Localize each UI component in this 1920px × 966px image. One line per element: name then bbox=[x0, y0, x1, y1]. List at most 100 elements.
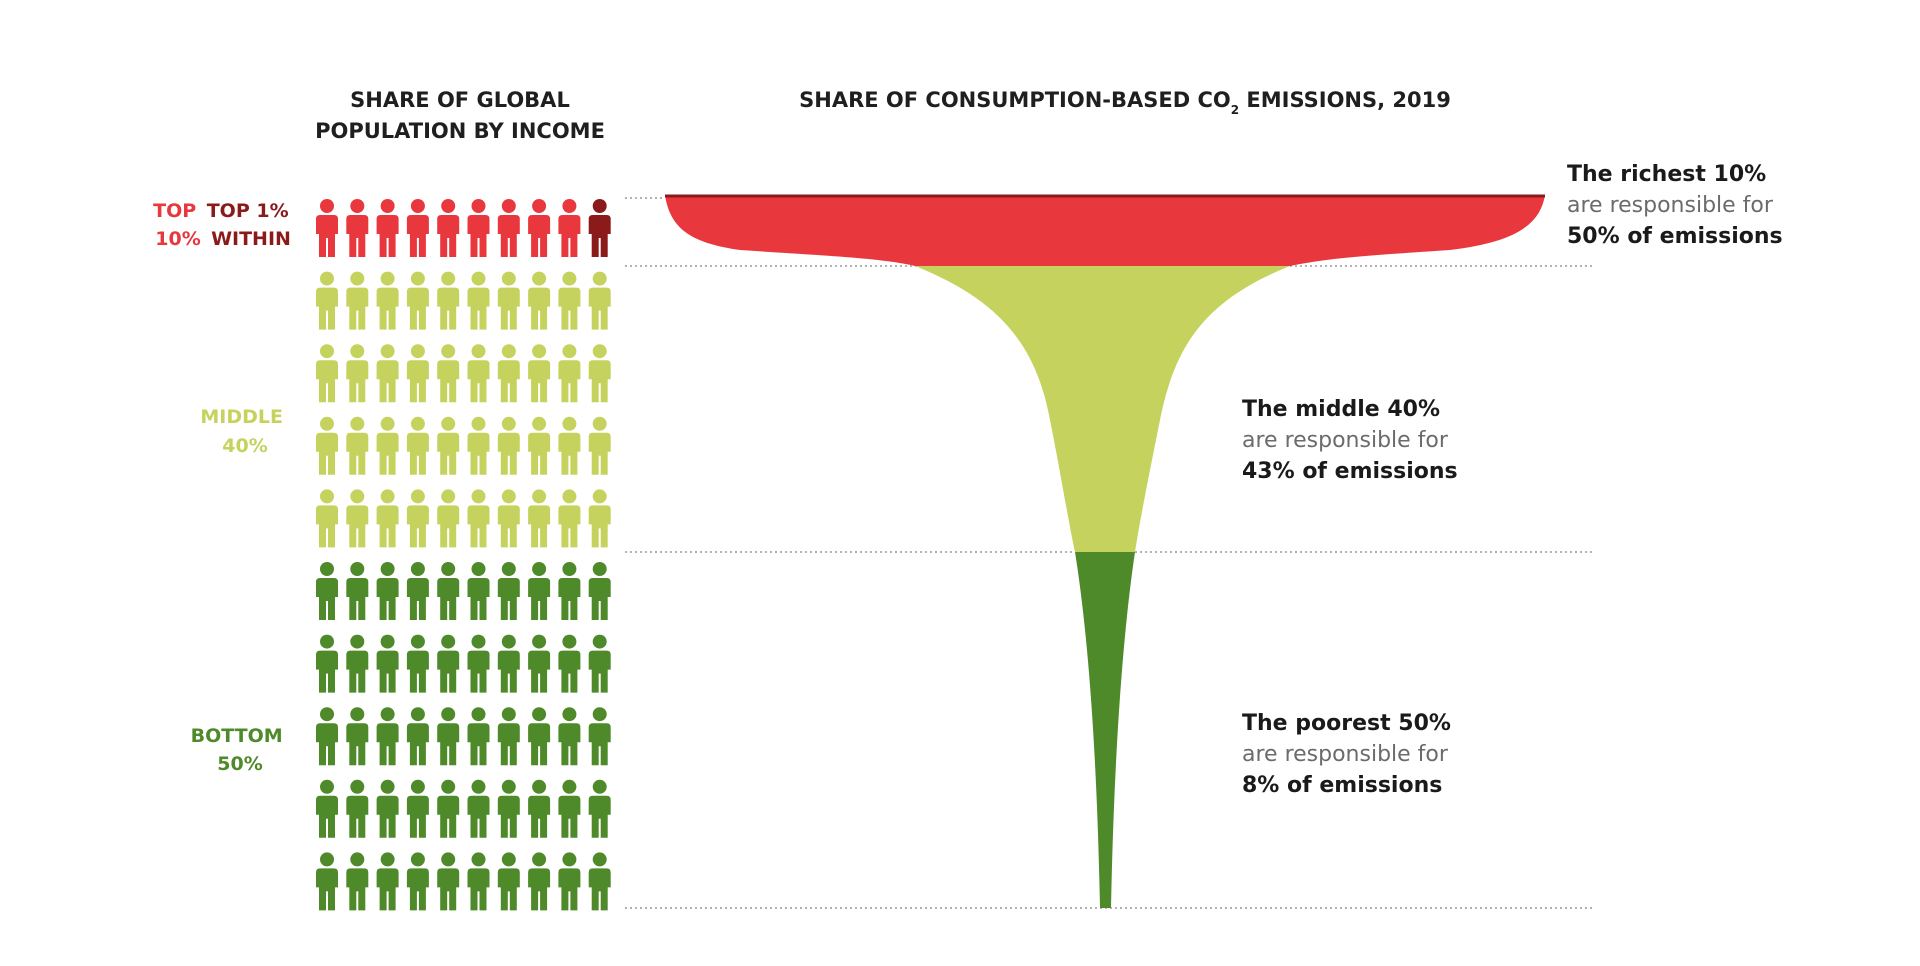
person-icon bbox=[588, 416, 611, 475]
label-top-10-line-1: TOP bbox=[153, 200, 196, 222]
person-icon bbox=[316, 634, 338, 693]
label-top-1-line-1: TOP 1% bbox=[207, 200, 289, 222]
person-icon bbox=[316, 779, 338, 838]
person-icon bbox=[376, 562, 399, 620]
person-icon bbox=[558, 852, 581, 911]
label-middle-line-1: MIDDLE bbox=[200, 406, 283, 428]
person-icon bbox=[376, 852, 399, 911]
person-icon bbox=[406, 707, 429, 766]
person-icon bbox=[346, 344, 369, 403]
person-icon bbox=[528, 199, 551, 257]
label-bottom-line-1: BOTTOM bbox=[191, 725, 283, 747]
person-icon bbox=[467, 562, 490, 620]
annotation-top-line-2: are responsible for bbox=[1567, 193, 1774, 218]
person-icon bbox=[467, 416, 490, 475]
person-icon bbox=[437, 344, 460, 403]
person-icon bbox=[497, 199, 520, 257]
person-icon bbox=[558, 416, 581, 475]
person-icon bbox=[467, 271, 490, 330]
person-icon bbox=[558, 489, 581, 548]
funnel-segment-bottom bbox=[1075, 552, 1135, 908]
person-icon bbox=[346, 416, 369, 475]
person-icon bbox=[406, 562, 429, 620]
label-bottom-line-2: 50% bbox=[217, 753, 262, 775]
annotation-middle-line-2: are responsible for bbox=[1242, 428, 1449, 453]
person-icon bbox=[376, 489, 399, 548]
person-icon bbox=[528, 852, 551, 911]
left-title-line-1: SHARE OF GLOBAL bbox=[350, 88, 570, 112]
person-icon bbox=[467, 344, 490, 403]
person-icon bbox=[376, 344, 399, 403]
person-icon bbox=[558, 707, 581, 766]
annotation-middle-line-1: The middle 40% bbox=[1242, 397, 1440, 422]
person-icon bbox=[437, 271, 460, 330]
person-icon bbox=[437, 852, 460, 911]
person-icon bbox=[558, 271, 581, 330]
person-icon bbox=[467, 779, 490, 838]
person-icon bbox=[528, 779, 551, 838]
annotation-middle-line-3: 43% of emissions bbox=[1242, 459, 1458, 484]
person-icon bbox=[406, 416, 429, 475]
person-icon bbox=[467, 634, 490, 693]
person-icon bbox=[528, 416, 551, 475]
person-icon bbox=[528, 344, 551, 403]
person-icon bbox=[588, 489, 611, 548]
person-icon bbox=[528, 707, 551, 766]
person-icon bbox=[497, 562, 520, 620]
person-icon bbox=[497, 852, 520, 911]
person-icon bbox=[558, 562, 581, 620]
person-icon bbox=[528, 489, 551, 548]
person-icon bbox=[497, 779, 520, 838]
left-title-line-2: POPULATION BY INCOME bbox=[315, 119, 605, 143]
person-icon bbox=[376, 707, 399, 766]
person-icon bbox=[406, 852, 429, 911]
person-icon bbox=[528, 271, 551, 330]
label-bottom-50: BOTTOM 50% bbox=[191, 725, 290, 775]
person-icon bbox=[558, 199, 581, 257]
person-icon bbox=[558, 344, 581, 403]
person-icon bbox=[588, 271, 611, 330]
person-icon bbox=[406, 779, 429, 838]
person-icon bbox=[588, 199, 611, 257]
annotation-bottom: The poorest 50% are responsible for 8% o… bbox=[1242, 711, 1456, 798]
person-icon bbox=[346, 199, 369, 257]
person-icon bbox=[376, 199, 399, 257]
person-icon bbox=[406, 489, 429, 548]
annotation-top: The richest 10% are responsible for 50% … bbox=[1567, 162, 1783, 249]
person-icon bbox=[406, 271, 429, 330]
funnel-segment-middle bbox=[915, 266, 1290, 552]
person-icon bbox=[437, 779, 460, 838]
person-icon bbox=[528, 562, 551, 620]
person-icon bbox=[497, 634, 520, 693]
annotation-bottom-line-2: are responsible for bbox=[1242, 742, 1449, 767]
person-icon bbox=[316, 416, 338, 475]
annotation-bottom-line-1: The poorest 50% bbox=[1242, 711, 1451, 736]
person-icon bbox=[497, 271, 520, 330]
person-icon bbox=[497, 416, 520, 475]
person-icon bbox=[437, 634, 460, 693]
person-icon bbox=[316, 562, 338, 620]
person-icon bbox=[497, 707, 520, 766]
right-title-subscript: 2 bbox=[1231, 103, 1239, 117]
person-icon bbox=[316, 199, 338, 257]
person-icon bbox=[346, 562, 369, 620]
person-icon bbox=[558, 779, 581, 838]
person-icon bbox=[467, 852, 490, 911]
person-icon bbox=[588, 779, 611, 838]
person-icon bbox=[406, 634, 429, 693]
person-icon bbox=[406, 344, 429, 403]
person-icon bbox=[588, 634, 611, 693]
person-icon bbox=[346, 852, 369, 911]
person-icon bbox=[467, 199, 490, 257]
person-icon bbox=[346, 489, 369, 548]
annotation-top-line-3: 50% of emissions bbox=[1567, 224, 1783, 249]
label-top-10-line-2: 10% bbox=[155, 228, 200, 250]
person-icon bbox=[467, 489, 490, 548]
person-icon bbox=[588, 344, 611, 403]
person-icon bbox=[376, 634, 399, 693]
person-icon bbox=[437, 489, 460, 548]
person-icon bbox=[316, 707, 338, 766]
person-icon bbox=[376, 271, 399, 330]
annotation-bottom-line-3: 8% of emissions bbox=[1242, 773, 1442, 798]
right-title-tail: EMISSIONS, 2019 bbox=[1239, 88, 1451, 112]
